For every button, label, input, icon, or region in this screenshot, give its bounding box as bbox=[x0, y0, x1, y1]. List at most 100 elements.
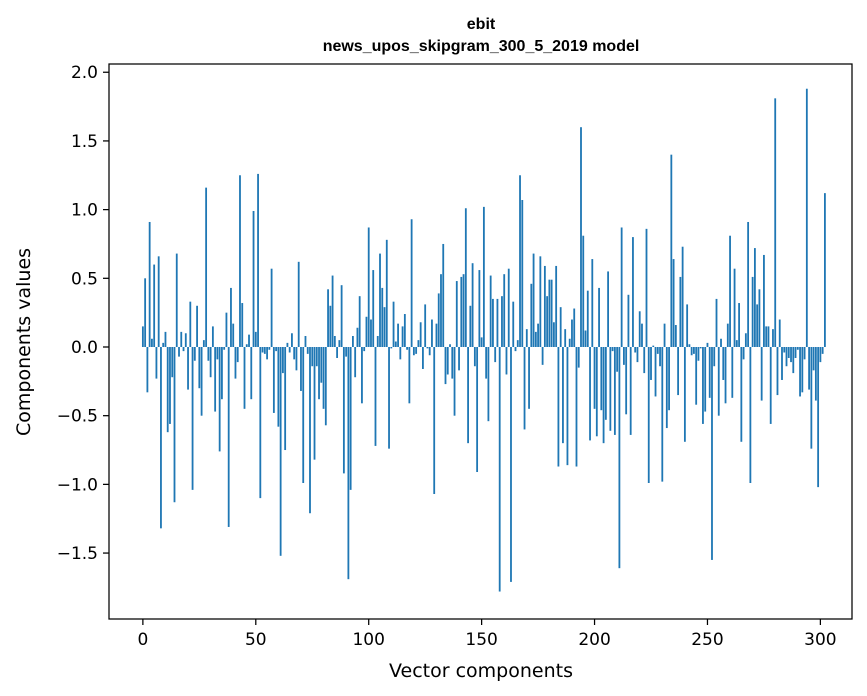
bar bbox=[336, 347, 338, 358]
bar bbox=[374, 347, 377, 446]
bar bbox=[480, 337, 483, 347]
bar bbox=[571, 319, 573, 347]
bar bbox=[589, 347, 591, 441]
bar bbox=[772, 329, 774, 347]
bar bbox=[781, 347, 783, 380]
bar bbox=[478, 270, 481, 347]
bar bbox=[182, 347, 185, 352]
bar bbox=[304, 336, 307, 347]
bar bbox=[695, 347, 698, 405]
bar bbox=[636, 347, 639, 363]
bar bbox=[656, 347, 659, 354]
bar bbox=[778, 319, 781, 347]
bar bbox=[257, 173, 259, 347]
bar bbox=[417, 340, 420, 347]
bar bbox=[160, 347, 162, 529]
bar bbox=[683, 347, 686, 442]
bar bbox=[575, 347, 578, 467]
bar bbox=[577, 347, 580, 368]
bar bbox=[564, 329, 567, 347]
bar bbox=[729, 235, 731, 347]
bar bbox=[670, 154, 673, 347]
bar bbox=[498, 347, 501, 592]
bar bbox=[677, 347, 680, 396]
bar bbox=[494, 347, 497, 363]
bar bbox=[333, 336, 336, 347]
bar bbox=[580, 127, 582, 347]
bar bbox=[650, 347, 652, 380]
bar bbox=[595, 347, 598, 437]
bar bbox=[616, 347, 619, 372]
bar bbox=[765, 326, 768, 347]
bar bbox=[424, 304, 427, 347]
bar bbox=[243, 347, 246, 409]
bar bbox=[444, 347, 447, 385]
bar bbox=[620, 227, 623, 347]
bar bbox=[440, 274, 442, 347]
bar bbox=[327, 289, 329, 347]
bar bbox=[519, 175, 521, 347]
x-tick-label: 200 bbox=[578, 630, 610, 650]
bar bbox=[487, 347, 490, 422]
bar bbox=[600, 347, 603, 411]
bar bbox=[191, 347, 194, 490]
bar bbox=[812, 347, 815, 371]
bar bbox=[155, 347, 158, 379]
bar bbox=[774, 98, 777, 347]
bar bbox=[618, 347, 621, 569]
bar bbox=[467, 347, 469, 444]
bar bbox=[272, 347, 275, 413]
bar bbox=[230, 287, 232, 347]
bar bbox=[157, 256, 160, 347]
bar bbox=[674, 325, 677, 347]
bar bbox=[306, 347, 309, 354]
bar bbox=[501, 296, 503, 347]
bar bbox=[516, 340, 519, 347]
plot-frame bbox=[108, 63, 853, 620]
bar bbox=[279, 347, 282, 556]
bar bbox=[548, 279, 551, 347]
y-tick-label: 2.0 bbox=[71, 63, 98, 83]
bar bbox=[270, 268, 273, 347]
bar bbox=[598, 287, 600, 347]
bar bbox=[352, 336, 354, 347]
bar bbox=[460, 276, 463, 347]
bar bbox=[638, 311, 641, 347]
bar bbox=[742, 347, 745, 360]
bar bbox=[663, 323, 666, 347]
bar bbox=[261, 347, 264, 353]
bar bbox=[410, 219, 413, 347]
bar bbox=[751, 276, 754, 347]
bar bbox=[645, 228, 648, 347]
bar bbox=[521, 200, 524, 347]
bar bbox=[392, 301, 395, 347]
bar bbox=[586, 290, 589, 347]
bar bbox=[749, 347, 752, 483]
bar bbox=[476, 347, 479, 473]
bar bbox=[291, 333, 293, 347]
bar bbox=[672, 259, 675, 347]
bar bbox=[688, 344, 691, 347]
bar bbox=[525, 329, 528, 347]
bar bbox=[252, 210, 255, 347]
bar bbox=[722, 347, 725, 380]
bar bbox=[175, 253, 178, 347]
x-tick-label: 150 bbox=[465, 630, 497, 650]
bar bbox=[202, 340, 205, 347]
bar bbox=[686, 304, 689, 347]
bar bbox=[731, 347, 734, 398]
bar bbox=[629, 347, 632, 435]
bar bbox=[239, 175, 241, 347]
bar bbox=[401, 326, 404, 347]
bar bbox=[821, 347, 824, 354]
bar bbox=[647, 347, 650, 483]
bar bbox=[623, 347, 625, 365]
bar bbox=[799, 347, 801, 397]
bar bbox=[733, 268, 736, 347]
bar bbox=[354, 347, 357, 378]
bar bbox=[205, 187, 208, 347]
bar bbox=[216, 347, 219, 360]
bar bbox=[209, 347, 212, 378]
bar bbox=[794, 347, 797, 358]
bar bbox=[295, 347, 298, 371]
